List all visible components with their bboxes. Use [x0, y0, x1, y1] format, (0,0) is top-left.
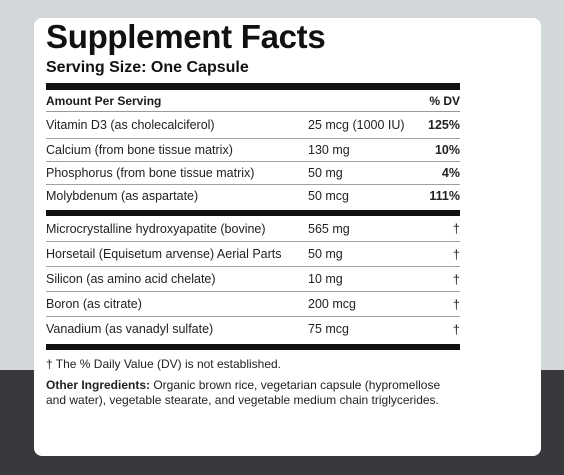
- table-row: Microcrystalline hydroxyapatite (bovine)…: [46, 216, 460, 241]
- table-header: Amount Per Serving % DV: [46, 90, 460, 111]
- ingredient-name: Microcrystalline hydroxyapatite (bovine): [46, 221, 266, 236]
- nutrient-name: Vitamin D3 (as cholecalciferol): [46, 118, 215, 132]
- nutrient-amount: 25 mcg (1000 IU): [308, 118, 405, 132]
- supplement-facts-panel: Supplement Facts Serving Size: One Capsu…: [46, 20, 460, 408]
- table-row: Silicon (as amino acid chelate) 10 mg †: [46, 266, 460, 291]
- divider-thick: [46, 83, 460, 90]
- table-row: Calcium (from bone tissue matrix) 130 mg…: [46, 138, 460, 161]
- ingredient-amount: 10 mg: [308, 272, 343, 286]
- ingredient-name: Silicon (as amino acid chelate): [46, 272, 216, 286]
- nutrient-name: Molybdenum (as aspartate): [46, 189, 199, 203]
- divider-thin: [46, 111, 460, 112]
- other-ingredients-label: Other Ingredients:: [46, 378, 151, 392]
- nutrient-dv: 111%: [429, 189, 460, 203]
- ingredient-name: Horsetail (Equisetum arvense) Aerial Par…: [46, 247, 282, 261]
- table-row: Horsetail (Equisetum arvense) Aerial Par…: [46, 241, 460, 266]
- nutrient-amount: 50 mg: [308, 166, 343, 180]
- dv-footnote: † The % Daily Value (DV) is not establis…: [46, 357, 282, 371]
- ingredient-dv: †: [452, 221, 460, 236]
- ingredient-amount: 50 mg: [308, 247, 343, 261]
- amount-per-serving-header: Amount Per Serving: [46, 93, 162, 108]
- table-row: Boron (as citrate) 200 mcg †: [46, 291, 460, 316]
- other-ingredients: Other Ingredients: Organic brown rice, v…: [46, 378, 460, 408]
- ingredient-dv: †: [452, 296, 460, 312]
- label-card: [34, 18, 541, 456]
- divider-thick: [46, 210, 460, 216]
- ingredient-amount: 75 mcg: [308, 322, 349, 336]
- ingredient-name: Boron (as citrate): [46, 297, 142, 311]
- ingredient-dv: †: [452, 246, 460, 262]
- ingredient-dv: †: [452, 271, 460, 287]
- panel-title: Supplement Facts: [46, 18, 326, 55]
- serving-size: Serving Size: One Capsule: [46, 59, 249, 76]
- other-ingredients-text: Organic brown rice, vegetarian capsule (…: [46, 378, 441, 407]
- nutrient-amount: 50 mcg: [308, 189, 349, 203]
- ingredient-dv: †: [452, 321, 460, 337]
- nutrient-dv: 10%: [434, 143, 460, 157]
- dv-header: % DV: [429, 93, 460, 108]
- nutrient-dv: 125%: [428, 118, 460, 132]
- table-row: Molybdenum (as aspartate) 50 mcg 111%: [46, 184, 460, 207]
- table-row: Vitamin D3 (as cholecalciferol) 25 mcg (…: [46, 112, 460, 138]
- nutrient-amount: 130 mg: [308, 143, 350, 157]
- nutrient-name: Phosphorus (from bone tissue matrix): [46, 166, 255, 180]
- table-row: Phosphorus (from bone tissue matrix) 50 …: [46, 161, 460, 184]
- divider-thick: [46, 344, 460, 350]
- nutrient-dv: 4%: [441, 166, 460, 180]
- table-row: Vanadium (as vanadyl sulfate) 75 mcg †: [46, 316, 460, 341]
- ingredient-amount: 200 mcg: [308, 297, 356, 311]
- ingredient-name: Vanadium (as vanadyl sulfate): [46, 322, 214, 336]
- ingredient-amount: 565 mg: [308, 221, 350, 236]
- nutrient-name: Calcium (from bone tissue matrix): [46, 143, 233, 157]
